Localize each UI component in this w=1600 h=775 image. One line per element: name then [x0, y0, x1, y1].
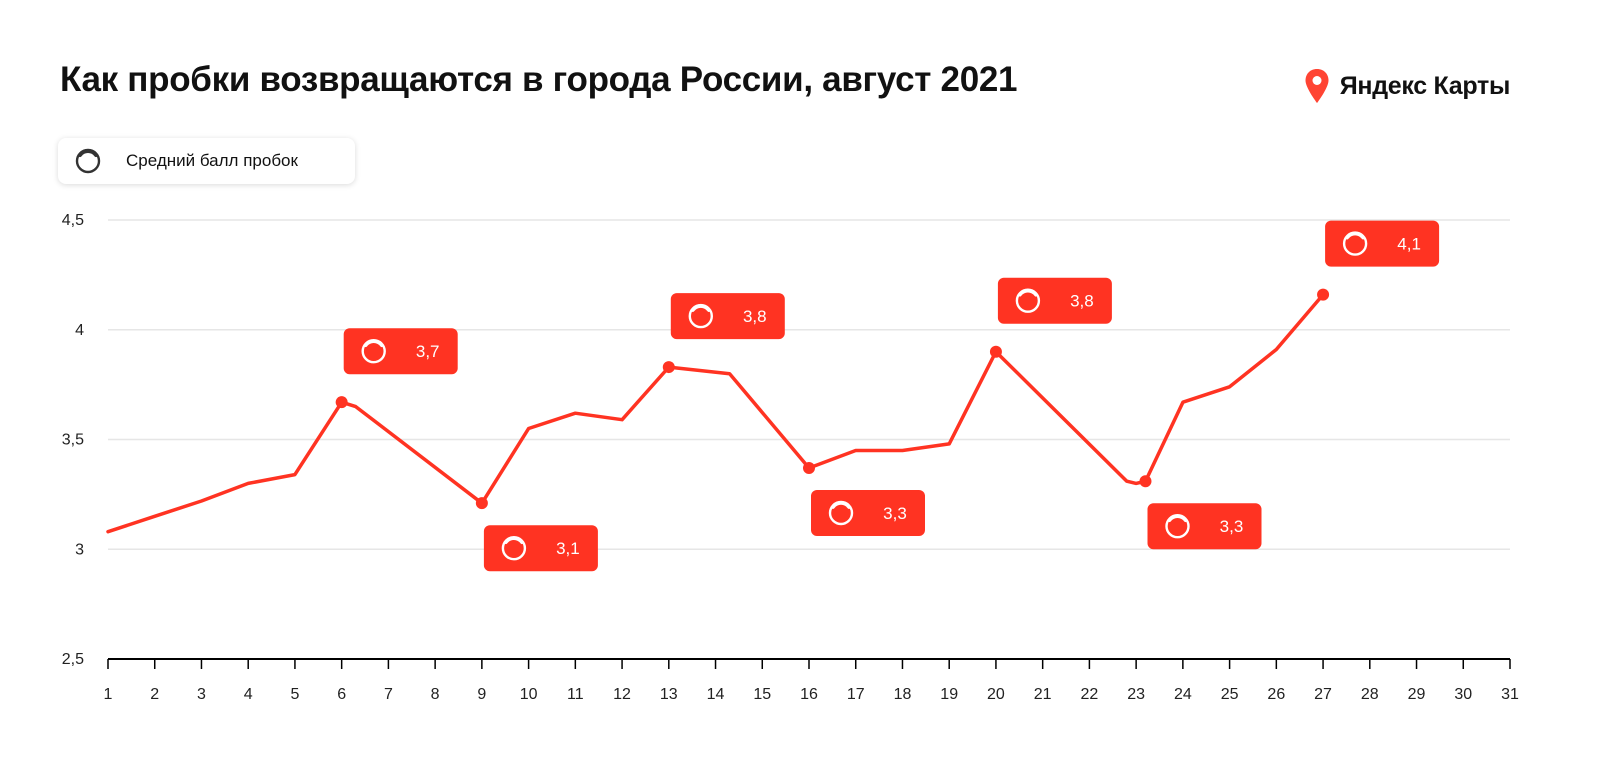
series-points [335, 288, 1330, 510]
x-tick-label: 5 [290, 686, 299, 703]
data-point [989, 345, 1002, 358]
bubble-background [483, 525, 598, 572]
x-tick-label: 15 [753, 686, 771, 703]
data-point [335, 396, 348, 409]
icon-arc [504, 536, 524, 545]
x-tick-label: 23 [1127, 686, 1145, 703]
bubble-background [1325, 220, 1440, 267]
value-bubble: 3,1 [483, 525, 598, 572]
y-tick-label: 3,5 [62, 432, 84, 449]
data-point [1317, 288, 1330, 301]
x-tick-label: 9 [477, 686, 486, 703]
bubble-background [670, 293, 785, 340]
value-bubble: 3,3 [1147, 503, 1262, 550]
data-point [475, 497, 488, 510]
x-tick-label: 10 [520, 686, 538, 703]
traffic-score-icon [361, 339, 386, 364]
x-tick-label: 16 [800, 686, 818, 703]
chart-title: Как пробки возвращаются в города России,… [60, 60, 1018, 99]
x-tick-label: 6 [337, 686, 346, 703]
icon-arc [1167, 514, 1188, 523]
value-bubble: 3,3 [811, 490, 925, 536]
x-tick-label: 17 [847, 686, 865, 703]
x-tick-label: 7 [384, 686, 393, 703]
x-tick-label: 11 [567, 686, 584, 703]
bubble-background [343, 328, 458, 375]
x-tick-label: 18 [894, 686, 912, 703]
traffic-score-icon [688, 303, 713, 329]
icon-arc [690, 304, 711, 312]
x-tick-label: 1 [104, 686, 113, 703]
x-tick-label: 2 [150, 686, 159, 703]
legend-label: Средний балл пробок [126, 151, 298, 170]
x-tick-label: 30 [1454, 686, 1472, 703]
bubble-value: 3,3 [1220, 517, 1244, 536]
icon-arc [1018, 288, 1038, 297]
y-tick-label: 4 [75, 322, 84, 339]
x-tick-label: 20 [987, 686, 1005, 703]
bubble-value: 3,7 [416, 342, 440, 361]
data-point [662, 361, 675, 374]
bubble-value: 3,3 [883, 504, 907, 523]
bubble-value: 4,1 [1397, 235, 1421, 254]
y-axis-labels: 2,5 3 3,5 4 4,5 [62, 212, 84, 668]
x-tick-label: 13 [660, 686, 678, 703]
map-pin-icon [1305, 69, 1329, 103]
traffic-score-icon [1165, 514, 1190, 539]
x-tick-label: 4 [244, 686, 253, 703]
brand-name: Яндекс Карты [1339, 71, 1511, 100]
x-tick-label: 8 [431, 686, 440, 703]
value-bubble: 3,8 [670, 293, 785, 340]
icon-arc [831, 501, 851, 509]
value-bubble: 3,7 [343, 328, 458, 375]
bubble-background [997, 277, 1112, 324]
traffic-score-icon [1015, 288, 1041, 313]
bubble-value: 3,8 [743, 307, 767, 326]
x-tick-label: 22 [1081, 686, 1099, 703]
chart-legend: Средний балл пробок [58, 138, 355, 184]
grid-lines [108, 219, 1510, 550]
traffic-score-icon [75, 148, 101, 174]
bubble-background [811, 490, 925, 536]
value-bubble: 4,1 [1325, 220, 1440, 267]
x-tick-label: 14 [707, 686, 725, 703]
x-tick-label: 24 [1174, 686, 1192, 703]
y-tick-label: 2,5 [62, 651, 84, 668]
data-point [1139, 475, 1152, 488]
x-tick-label: 27 [1314, 686, 1332, 703]
x-tick-label: 29 [1408, 686, 1426, 703]
x-tick-label: 19 [940, 686, 958, 703]
icon-arc [363, 339, 384, 348]
value-bubble: 3,8 [997, 277, 1112, 324]
x-tick-label: 3 [197, 686, 206, 703]
x-tick-label: 26 [1267, 686, 1285, 703]
bubble-value: 3,1 [556, 539, 580, 558]
bubble-background [1147, 503, 1262, 550]
value-bubbles: 3,7 3,1 3,8 3,3 3,8 3,3 4,1 [343, 220, 1440, 572]
icon-arc [1345, 231, 1365, 240]
traffic-score-icon [501, 536, 527, 561]
x-tick-label: 31 [1501, 686, 1519, 703]
brand-logo: Яндекс Карты [1304, 68, 1510, 104]
traffic-score-icon [828, 500, 854, 526]
x-axis [107, 658, 1511, 669]
x-axis-labels: 1 2 3 4 5 6 7 8 9 10 11 12 13 14 15 16 17 18 19 20 21 22 23 24 2… [104, 686, 1519, 703]
traffic-score-icon [1342, 231, 1368, 256]
x-tick-label: 21 [1034, 686, 1052, 703]
bubble-value: 3,8 [1070, 292, 1094, 311]
data-point [803, 462, 815, 475]
x-tick-label: 25 [1221, 686, 1239, 703]
x-tick-label: 28 [1361, 686, 1379, 703]
y-tick-label: 3 [75, 541, 84, 558]
x-tick-label: 12 [613, 686, 631, 703]
y-tick-label: 4,5 [62, 212, 84, 229]
